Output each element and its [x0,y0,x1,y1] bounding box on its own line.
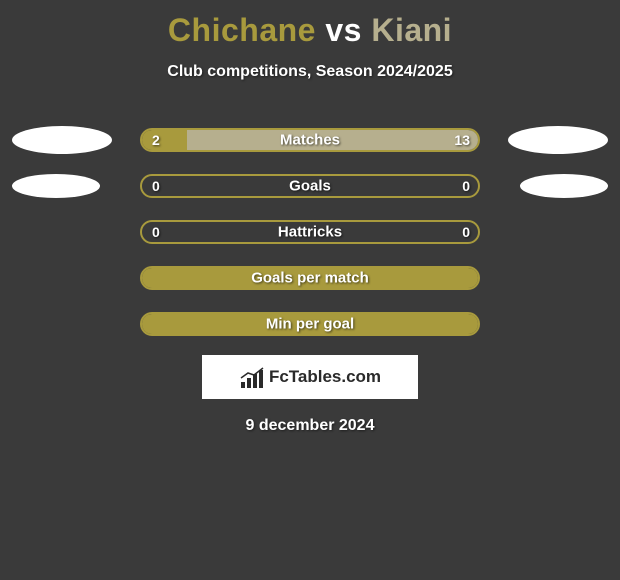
title-vs: vs [325,12,362,48]
stat-bar: Goals0 0 [140,174,480,198]
stat-bar: Min per goal [140,312,480,336]
logo-text: FcTables.com [269,367,381,387]
stat-label: Min per goal [142,316,478,333]
date-text: 9 december 2024 [0,417,620,435]
stat-label: Matches [142,132,478,149]
stat-value-right: 13 [454,132,470,148]
title-player-b: Kiani [371,12,452,48]
stat-value-left: 0 [152,178,160,194]
stat-label: Goals [142,178,478,195]
page-title: Chichane vs Kiani [0,0,620,49]
stat-bar: Matches2 13 [140,128,480,152]
stat-bar: Goals per match [140,266,480,290]
title-player-a: Chichane [168,12,316,48]
team-badge-left [12,126,112,154]
stat-value-left: 0 [152,224,160,240]
stat-bar: Hattricks0 0 [140,220,480,244]
stat-row: Goals per match [0,255,620,301]
stat-row: Hattricks0 0 [0,209,620,255]
team-badge-left [12,174,100,198]
subtitle: Club competitions, Season 2024/2025 [0,63,620,81]
stat-value-right: 0 [462,224,470,240]
stat-row: Min per goal [0,301,620,347]
stat-label: Goals per match [142,270,478,287]
team-badge-right [508,126,608,154]
stat-value-left: 2 [152,132,160,148]
logo-box: FcTables.com [202,355,418,399]
stat-value-right: 0 [462,178,470,194]
team-badge-right [520,174,608,198]
logo-chart-icon [239,366,265,388]
stat-row: Matches2 13 [0,117,620,163]
stat-label: Hattricks [142,224,478,241]
stat-row: Goals0 0 [0,163,620,209]
stats-container: Matches213Goals00Hattricks00Goals per ma… [0,117,620,347]
